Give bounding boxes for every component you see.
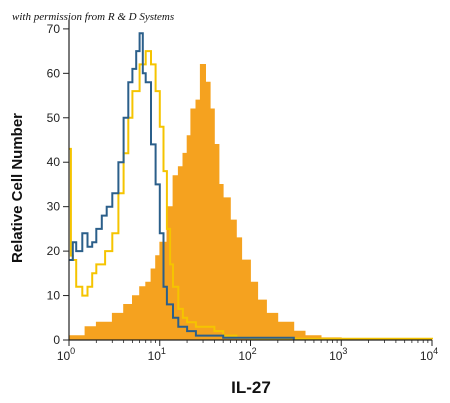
plot-area (68, 32, 433, 341)
x-axis-title: IL-27 (231, 378, 271, 397)
y-tick-label: 40 (47, 155, 61, 169)
x-tick-label: 104 (420, 346, 438, 363)
x-tick-label: 100 (57, 346, 75, 363)
y-tick-label: 10 (47, 289, 61, 303)
y-tick-label: 20 (47, 244, 61, 258)
x-tick-label: 101 (148, 346, 166, 363)
x-tick-label: 102 (238, 346, 256, 363)
axes: 0 10 20 30 40 50 60 70 100 101 102 103 104 (47, 20, 438, 363)
x-tick-label: 103 (329, 346, 347, 363)
y-tick-label: 70 (47, 22, 61, 36)
y-tick-label: 30 (47, 200, 61, 214)
series-2-line-histogram (69, 50, 433, 340)
y-tick-label: 50 (47, 111, 61, 125)
series-1-filled-histogram (68, 64, 433, 341)
y-tick-label: 0 (53, 333, 60, 347)
y-axis-title: Relative Cell Number (9, 113, 26, 263)
credit-text: with permission from R & D Systems (12, 11, 174, 23)
series-3-line-histogram (69, 32, 295, 340)
y-tick-label: 60 (47, 66, 61, 80)
